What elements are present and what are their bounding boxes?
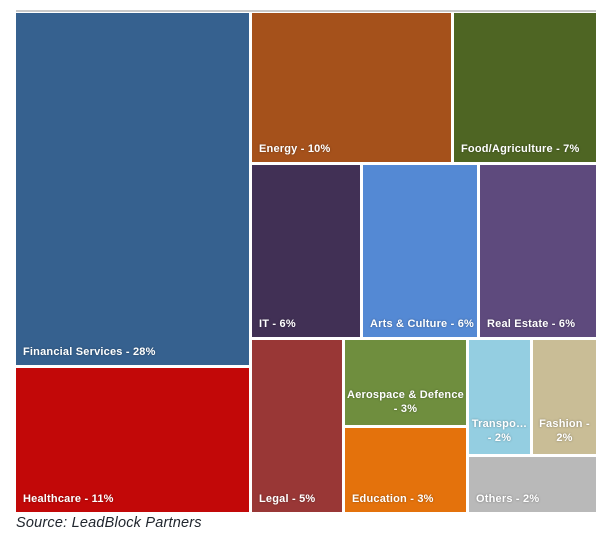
tile-label-energy: Energy - 10%	[259, 142, 331, 155]
treemap-tile-real-estate: Real Estate - 6%	[480, 165, 596, 337]
tile-label-food-agriculture: Food/Agriculture - 7%	[461, 142, 580, 155]
source-caption: Source: LeadBlock Partners	[16, 515, 202, 531]
tile-label-transport: - 2%	[487, 431, 512, 444]
tile-label-fashion: 2%	[556, 431, 573, 444]
treemap-top-border	[16, 10, 596, 12]
tile-label-financial-services: Financial Services - 28%	[23, 345, 156, 358]
treemap-tile-it: IT - 6%	[252, 165, 360, 337]
treemap-tile-healthcare: Healthcare - 11%	[16, 368, 249, 512]
treemap-tile-energy: Energy - 10%	[252, 13, 451, 162]
tile-label-transport: Transpo…	[471, 418, 528, 430]
tile-label-real-estate: Real Estate - 6%	[487, 317, 576, 330]
treemap-tile-others: Others - 2%	[469, 457, 596, 512]
treemap-tile-education: Education - 3%	[345, 428, 466, 512]
tile-label-it: IT - 6%	[259, 317, 296, 330]
tile-label-others: Others - 2%	[476, 492, 540, 505]
treemap-tile-financial-services: Financial Services - 28%	[16, 13, 249, 365]
tile-label-aerospace-defence: Aerospace & Defence	[347, 389, 464, 401]
tile-label-aerospace-defence: - 3%	[393, 402, 418, 415]
treemap-tile-transport: Transpo… - 2%	[469, 340, 530, 454]
treemap-tile-legal: Legal - 5%	[252, 340, 342, 512]
tile-label-fashion: Fashion -	[539, 418, 590, 430]
tile-label-healthcare: Healthcare - 11%	[23, 492, 114, 505]
tile-label-education: Education - 3%	[352, 492, 434, 505]
treemap: Financial Services - 28% Healthcare - 11%…	[16, 10, 596, 512]
treemap-tile-food-agriculture: Food/Agriculture - 7%	[454, 13, 596, 162]
treemap-tile-arts-culture: Arts & Culture - 6%	[363, 165, 477, 337]
tile-label-legal: Legal - 5%	[259, 492, 316, 505]
treemap-tile-aerospace-defence: Aerospace & Defence - 3%	[345, 340, 466, 425]
treemap-tile-fashion: Fashion -2%	[533, 340, 596, 454]
tile-label-arts-culture: Arts & Culture - 6%	[370, 317, 475, 330]
